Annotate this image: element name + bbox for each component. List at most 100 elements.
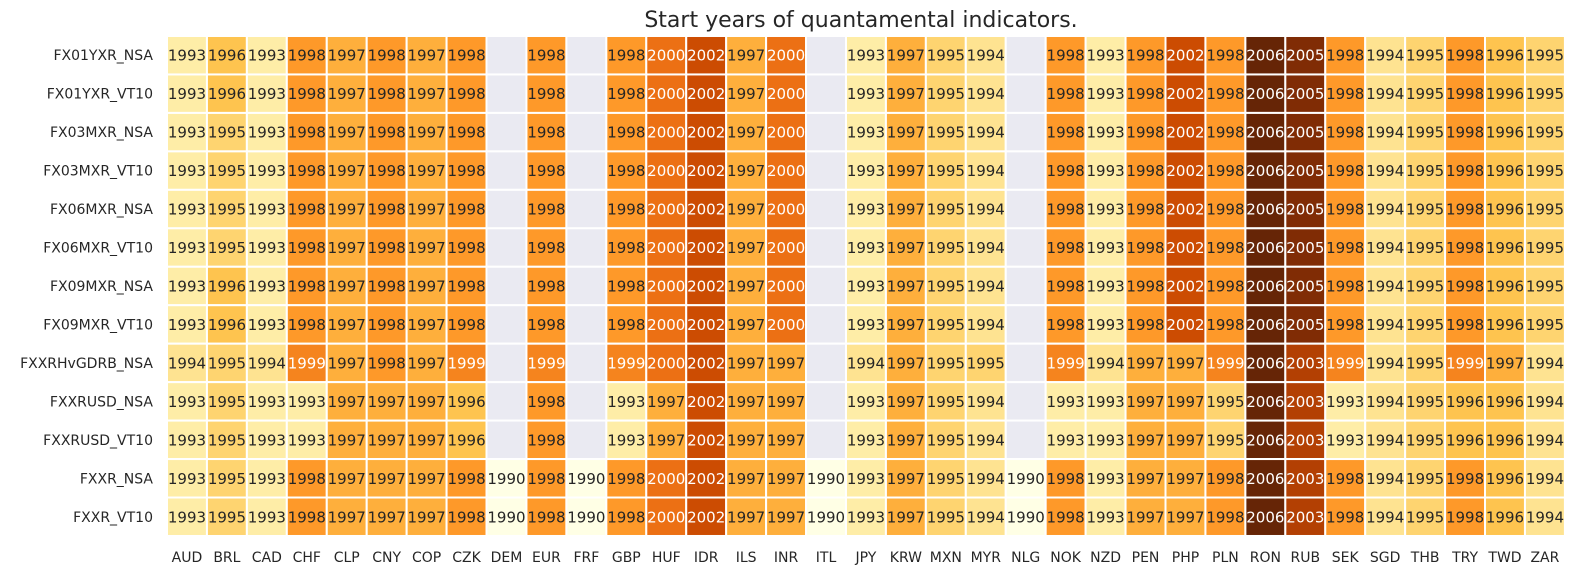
heatmap-cell-empty <box>485 265 528 307</box>
heatmap-cell-label: 1998 <box>288 201 326 219</box>
heatmap-cell <box>725 419 768 461</box>
heatmap-cell-label: 1998 <box>1326 85 1364 103</box>
heatmap-cell-label: 1996 <box>1446 431 1484 449</box>
heatmap-cell-label: 1998 <box>527 393 565 411</box>
heatmap-cell <box>285 188 328 230</box>
heatmap-cell-label: 1998 <box>607 201 645 219</box>
heatmap-cell-label: 1998 <box>1446 508 1484 526</box>
y-tick-label: FX03MXR_VT10 <box>43 164 153 180</box>
heatmap-cell <box>1084 111 1127 153</box>
heatmap-cell-label: 1993 <box>248 316 286 334</box>
heatmap-cell <box>1044 304 1087 345</box>
heatmap-cell <box>1124 265 1167 307</box>
heatmap-cell <box>205 342 248 384</box>
heatmap-cell-label: 1994 <box>967 431 1005 449</box>
heatmap-cell-label: 1994 <box>967 239 1005 257</box>
heatmap-cell-empty <box>805 111 847 153</box>
heatmap-cell <box>1484 419 1526 461</box>
heatmap-cell <box>1044 111 1087 153</box>
heatmap-cell-empty <box>1004 73 1047 114</box>
heatmap-cell <box>1324 265 1367 307</box>
heatmap-cell-label: 1993 <box>168 393 206 411</box>
heatmap-cell-label: 2000 <box>767 85 805 103</box>
heatmap-cell-label: 1994 <box>1366 85 1404 103</box>
heatmap-cell-empty <box>805 188 847 230</box>
heatmap-cell-label: 1994 <box>1366 239 1404 257</box>
heatmap-cell-label: 2000 <box>767 124 805 142</box>
heatmap-cell-label: 1997 <box>727 124 765 142</box>
heatmap-cell-empty <box>565 381 608 422</box>
heatmap-cell-label: 1993 <box>168 124 206 142</box>
heatmap-cell-label: 1993 <box>168 277 206 295</box>
heatmap-cell-empty <box>485 188 528 230</box>
heatmap-cell-label: 2003 <box>1286 354 1324 372</box>
heatmap-cell-label: 1998 <box>288 162 326 180</box>
heatmap-cell-label: 1994 <box>1366 431 1404 449</box>
heatmap-cell-label: 1998 <box>1446 316 1484 334</box>
heatmap-cell-label: 2000 <box>647 124 685 142</box>
heatmap-cell-label: 1998 <box>1326 277 1364 295</box>
heatmap-cell-label: 1993 <box>1086 277 1124 295</box>
heatmap-cell-label: 1998 <box>1206 47 1244 65</box>
heatmap-cell-label: 1998 <box>527 470 565 488</box>
heatmap-cell <box>245 381 288 422</box>
heatmap-cell-label: 1998 <box>288 470 326 488</box>
heatmap-cell-label: 1995 <box>1526 162 1564 180</box>
heatmap-cell-label: 1997 <box>328 201 366 219</box>
heatmap-cell-label: 1998 <box>1206 85 1244 103</box>
heatmap-cell-empty <box>1004 188 1047 230</box>
heatmap-cell-label: 2005 <box>1286 201 1324 219</box>
heatmap-cell-label: 1998 <box>368 239 406 257</box>
heatmap-cell-label: 1995 <box>927 354 965 372</box>
heatmap-cell-label: 1998 <box>527 201 565 219</box>
heatmap-cell-label: 1997 <box>727 431 765 449</box>
heatmap-cell <box>605 265 648 307</box>
heatmap-cell-label: 1995 <box>1406 239 1444 257</box>
heatmap-cell-label: 2006 <box>1246 162 1284 180</box>
heatmap-cell-label: 2002 <box>1166 162 1204 180</box>
heatmap-cell-label: 1993 <box>847 431 885 449</box>
heatmap-cell-label: 1993 <box>607 431 645 449</box>
heatmap-cell-label: 1990 <box>1007 508 1045 526</box>
heatmap-cell-empty <box>565 304 608 345</box>
heatmap-cell-label: 1998 <box>1446 277 1484 295</box>
heatmap-cell-label: 1993 <box>1326 431 1364 449</box>
heatmap-cell-label: 1998 <box>527 508 565 526</box>
heatmap-cell-label: 1997 <box>647 431 685 449</box>
heatmap-cell-label: 2002 <box>687 124 725 142</box>
y-tick-label: FX06MXR_NSA <box>50 202 153 218</box>
heatmap-cell-label: 1993 <box>1326 393 1364 411</box>
heatmap-cell <box>1523 496 1566 537</box>
heatmap-cell-empty <box>1004 419 1047 461</box>
heatmap-cell-label: 1997 <box>328 47 366 65</box>
heatmap-cell-label: 1993 <box>168 47 206 65</box>
heatmap-cell-label: 1995 <box>208 431 246 449</box>
heatmap-cell-label: 1997 <box>328 162 366 180</box>
x-tick-label: SGD <box>1370 550 1401 566</box>
heatmap-cell <box>924 150 967 191</box>
heatmap-cell <box>964 188 1007 230</box>
heatmap-cell-label: 2003 <box>1286 393 1324 411</box>
heatmap-cell-label: 1996 <box>447 431 485 449</box>
heatmap-cell-label: 1998 <box>1446 239 1484 257</box>
heatmap-cell <box>1484 496 1526 537</box>
heatmap-cell <box>445 265 488 307</box>
heatmap-cell-label: 1994 <box>1526 393 1564 411</box>
heatmap-cell <box>1044 73 1087 114</box>
heatmap-cell-label: 1998 <box>1126 124 1164 142</box>
heatmap-cell-label: 1996 <box>1486 470 1524 488</box>
heatmap-cell-label: 1997 <box>408 393 446 411</box>
heatmap-cell-label: 1990 <box>487 508 525 526</box>
heatmap-cell-empty <box>805 265 847 307</box>
heatmap-cell <box>1244 188 1287 230</box>
heatmap-cell-label: 1997 <box>1166 508 1204 526</box>
heatmap-cell-label: 1993 <box>248 431 286 449</box>
heatmap-cell <box>445 342 488 384</box>
heatmap-cell-label: 1997 <box>328 470 366 488</box>
heatmap-cell-label: 1998 <box>607 508 645 526</box>
heatmap-cell-label: 1998 <box>1446 124 1484 142</box>
heatmap-cell-label: 1995 <box>927 277 965 295</box>
x-tick-label: CZK <box>452 550 481 566</box>
heatmap-cell-label: 2000 <box>647 239 685 257</box>
heatmap-cell-label: 2000 <box>647 316 685 334</box>
